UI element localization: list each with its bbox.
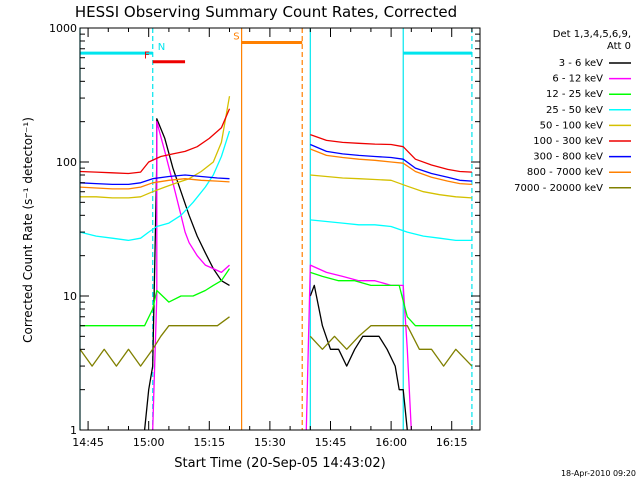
x-tick-label: 15:00 bbox=[133, 436, 165, 449]
legend-entry-label: 25 - 50 keV bbox=[546, 105, 603, 116]
chart-title: HESSI Observing Summary Count Rates, Cor… bbox=[75, 3, 457, 21]
plot-frame bbox=[79, 27, 481, 431]
series-line bbox=[310, 174, 472, 199]
series-line bbox=[310, 271, 472, 327]
series-line bbox=[152, 121, 230, 431]
render-timestamp: 18-Apr-2010 09:20 bbox=[561, 469, 636, 478]
legend-entry-label: 800 - 7000 keV bbox=[527, 167, 603, 178]
series-line bbox=[309, 325, 473, 367]
series-line bbox=[79, 316, 230, 367]
y-tick-label: 10 bbox=[63, 290, 77, 303]
x-tick-label: 14:45 bbox=[72, 436, 104, 449]
series-line bbox=[79, 174, 230, 186]
x-tick-label: 16:15 bbox=[436, 436, 468, 449]
x-tick-label: 15:45 bbox=[315, 436, 347, 449]
y-tick-label: 1000 bbox=[49, 22, 77, 35]
flag-label-f: F bbox=[144, 51, 150, 62]
series-line bbox=[79, 108, 231, 175]
y-tick-label: 1 bbox=[70, 424, 77, 437]
legend-entry-label: 300 - 800 keV bbox=[533, 152, 603, 163]
y-tick-label: 100 bbox=[56, 156, 77, 169]
series-line bbox=[310, 133, 472, 173]
y-axis-label: Corrected Count Rate (s⁻¹ detector⁻¹) bbox=[21, 117, 35, 343]
legend-header: Att 0 bbox=[607, 41, 631, 52]
series-line bbox=[80, 268, 231, 327]
legend-entry-label: 3 - 6 keV bbox=[559, 58, 603, 69]
flag-label-s: S bbox=[233, 31, 239, 42]
x-axis-label: Start Time (20-Sep-05 14:43:02) bbox=[174, 456, 385, 471]
legend-entry-label: 50 - 100 keV bbox=[540, 120, 604, 131]
flag-label-n: N bbox=[158, 42, 165, 53]
series-line bbox=[309, 284, 408, 431]
series-line bbox=[310, 143, 472, 182]
legend-entry-label: 7000 - 20000 keV bbox=[514, 183, 603, 194]
x-tick-label: 15:15 bbox=[193, 436, 225, 449]
legend-entry-label: 6 - 12 keV bbox=[552, 74, 603, 85]
x-tick-label: 16:00 bbox=[375, 436, 407, 449]
series-line bbox=[310, 219, 472, 242]
series-line bbox=[310, 148, 472, 186]
legend: Det 1,3,4,5,6,9,Att 0 3 - 6 keV 6 - 12 keV… bbox=[514, 29, 631, 194]
legend-entry-label: 12 - 25 keV bbox=[546, 89, 603, 100]
series-line bbox=[80, 96, 231, 199]
legend-entry-label: 100 - 300 keV bbox=[533, 136, 603, 147]
legend-header: Det 1,3,4,5,6,9, bbox=[553, 29, 631, 40]
x-tick-label: 15:30 bbox=[254, 436, 286, 449]
series-line bbox=[305, 264, 412, 431]
series-line bbox=[79, 178, 230, 190]
series-line bbox=[79, 130, 231, 242]
